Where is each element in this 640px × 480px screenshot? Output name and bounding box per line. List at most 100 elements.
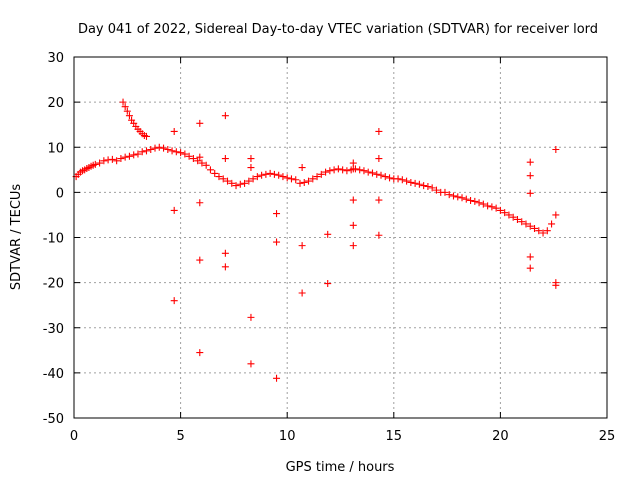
x-axis-label: GPS time / hours xyxy=(286,460,395,475)
point-main-trend xyxy=(241,179,249,187)
point-main-trend xyxy=(360,167,368,175)
point-main-trend xyxy=(377,171,385,179)
y-tick-label: 10 xyxy=(47,141,64,156)
point-main-trend xyxy=(496,206,504,214)
point-outliers xyxy=(273,210,281,218)
point-descending-arc xyxy=(119,98,127,106)
point-outliers xyxy=(247,360,255,368)
point-main-trend xyxy=(484,202,492,210)
point-main-trend xyxy=(313,173,321,181)
point-main-trend xyxy=(420,182,428,190)
point-main-trend xyxy=(236,180,244,188)
point-outliers xyxy=(526,158,534,166)
y-tick-label: 30 xyxy=(47,51,64,66)
point-main-trend xyxy=(253,173,261,181)
point-outliers xyxy=(349,159,357,167)
point-main-trend xyxy=(215,173,223,181)
point-outliers xyxy=(170,127,178,135)
point-outliers xyxy=(221,155,229,163)
point-main-trend xyxy=(198,159,206,167)
point-main-trend xyxy=(513,215,521,223)
point-main-trend xyxy=(117,155,125,163)
point-outliers xyxy=(196,119,204,127)
point-main-trend xyxy=(219,175,227,183)
point-main-trend xyxy=(339,166,347,174)
point-main-trend xyxy=(147,146,155,154)
point-main-trend xyxy=(471,197,479,205)
y-axis-label: SDTVAR / TECUs xyxy=(9,184,24,291)
y-tick-label: 0 xyxy=(56,186,64,201)
point-main-trend xyxy=(202,161,210,169)
grid xyxy=(74,57,607,418)
chart-title: Day 041 of 2022, Sidereal Day-to-day VTE… xyxy=(78,22,598,37)
point-outliers xyxy=(526,264,534,272)
point-main-trend xyxy=(96,159,104,167)
point-outliers xyxy=(247,164,255,172)
point-main-trend xyxy=(194,157,202,165)
point-main-trend xyxy=(330,166,338,174)
x-tick-label: 15 xyxy=(386,429,403,444)
x-tick-label: 25 xyxy=(599,429,616,444)
point-main-trend xyxy=(407,178,415,186)
point-main-trend xyxy=(287,175,295,183)
point-outliers xyxy=(221,112,229,120)
point-outliers xyxy=(526,253,534,261)
point-main-trend xyxy=(108,155,116,163)
point-main-trend xyxy=(296,179,304,187)
point-outliers xyxy=(375,155,383,163)
y-tick-label: -40 xyxy=(43,367,64,382)
point-outliers xyxy=(273,238,281,246)
point-main-trend xyxy=(125,152,133,160)
point-main-trend xyxy=(185,152,193,160)
point-main-trend xyxy=(364,168,372,176)
point-outliers xyxy=(221,263,229,271)
point-main-trend xyxy=(155,143,163,151)
point-outliers xyxy=(298,242,306,250)
point-main-trend xyxy=(403,177,411,185)
point-outliers xyxy=(526,172,534,180)
point-outliers xyxy=(170,206,178,214)
point-main-trend xyxy=(279,173,287,181)
point-main-trend xyxy=(142,147,150,155)
point-main-trend xyxy=(475,199,483,207)
point-main-trend xyxy=(100,157,108,165)
y-tick-label: -20 xyxy=(43,277,64,292)
y-tick-label: -10 xyxy=(43,232,64,247)
point-main-trend xyxy=(177,149,185,157)
point-outliers xyxy=(196,349,204,357)
point-main-trend xyxy=(151,144,159,152)
point-descending-arc xyxy=(142,132,150,140)
point-main-trend xyxy=(275,171,283,179)
point-outliers xyxy=(526,189,534,197)
point-main-trend xyxy=(91,160,99,168)
y-tick-label: -30 xyxy=(43,322,64,337)
point-main-trend xyxy=(501,209,509,217)
point-main-trend xyxy=(300,178,308,186)
point-main-trend xyxy=(535,227,543,235)
point-main-trend xyxy=(211,169,219,177)
point-outliers xyxy=(273,374,281,382)
point-outliers xyxy=(552,146,560,154)
point-main-trend xyxy=(548,220,556,228)
point-main-trend xyxy=(164,146,172,154)
point-main-trend xyxy=(518,218,526,226)
point-outliers xyxy=(247,155,255,163)
point-main-trend xyxy=(526,222,534,230)
point-main-trend xyxy=(334,165,342,173)
point-main-trend xyxy=(398,176,406,184)
point-main-trend xyxy=(356,166,364,174)
point-main-trend xyxy=(386,174,394,182)
x-tick-label: 10 xyxy=(279,429,296,444)
y-tick-label: 20 xyxy=(47,96,64,111)
point-main-trend xyxy=(326,167,334,175)
point-main-trend xyxy=(283,174,291,182)
point-outliers xyxy=(349,221,357,229)
point-outliers xyxy=(349,165,357,173)
point-main-trend xyxy=(552,211,560,219)
point-outliers xyxy=(298,289,306,297)
point-outliers xyxy=(375,231,383,239)
tick-labels: 0 5 10 15 20 25 -50 -40 -30 -20 -10 0 10 20 30 xyxy=(43,51,616,444)
point-main-trend xyxy=(449,192,457,200)
point-main-trend xyxy=(415,180,423,188)
